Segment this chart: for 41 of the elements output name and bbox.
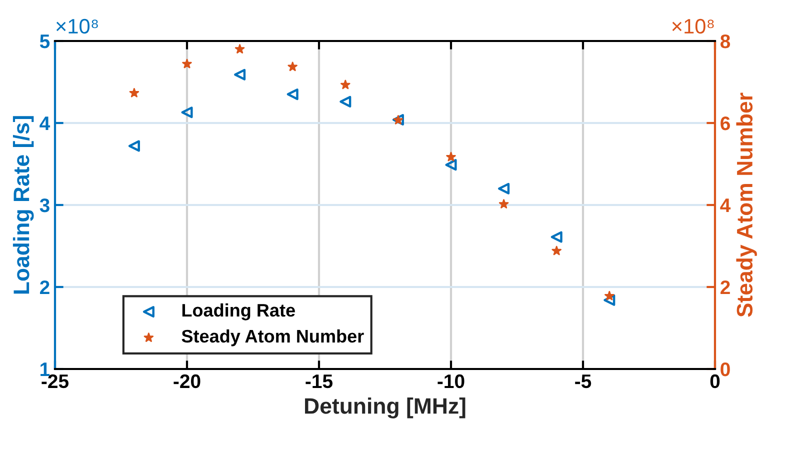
x-tick-label: -5 xyxy=(575,374,592,388)
x-tick-label: -25 xyxy=(42,374,69,388)
point xyxy=(498,182,510,194)
x-tick-label: 0 xyxy=(710,374,720,388)
point xyxy=(234,68,246,80)
point xyxy=(182,58,192,68)
x-tick-label: -15 xyxy=(306,374,333,388)
y2-tick-label: 0 xyxy=(720,362,730,376)
legend-label: Loading Rate xyxy=(182,303,295,320)
point xyxy=(604,290,614,300)
y-tick-label: 5 xyxy=(40,34,50,48)
point xyxy=(340,80,350,90)
point xyxy=(128,140,140,152)
point xyxy=(288,62,298,72)
x-axis-title: Detuning [MHz] xyxy=(305,398,466,418)
y2-tick-label: 8 xyxy=(720,34,730,48)
y-tick-label: 3 xyxy=(40,198,50,212)
point xyxy=(340,96,352,108)
y2-tick-label: 6 xyxy=(720,116,730,130)
point xyxy=(552,246,562,256)
y-axis-title: Loading Rate [/s] xyxy=(12,116,34,294)
point xyxy=(129,88,140,98)
legend-label: Steady Atom Number xyxy=(182,329,364,346)
y2-tick-label: 4 xyxy=(720,198,731,212)
x-tick-label: -20 xyxy=(174,374,200,388)
y-tick-label: 4 xyxy=(40,116,50,130)
point xyxy=(181,106,193,118)
point xyxy=(234,44,245,54)
text: ×10⁸ xyxy=(672,18,714,34)
point xyxy=(286,88,298,100)
y2-tick-label: 2 xyxy=(720,280,730,294)
point xyxy=(445,159,457,171)
point xyxy=(446,152,456,162)
point xyxy=(604,294,616,306)
point xyxy=(498,199,509,208)
y-tick-label: 1 xyxy=(40,362,50,376)
x-tick-label: -10 xyxy=(438,374,464,388)
point xyxy=(550,231,562,243)
text: ×10⁸ xyxy=(56,18,98,34)
y2-axis-title: Steady Atom Number xyxy=(736,92,757,317)
y-tick-label: 2 xyxy=(40,280,50,294)
